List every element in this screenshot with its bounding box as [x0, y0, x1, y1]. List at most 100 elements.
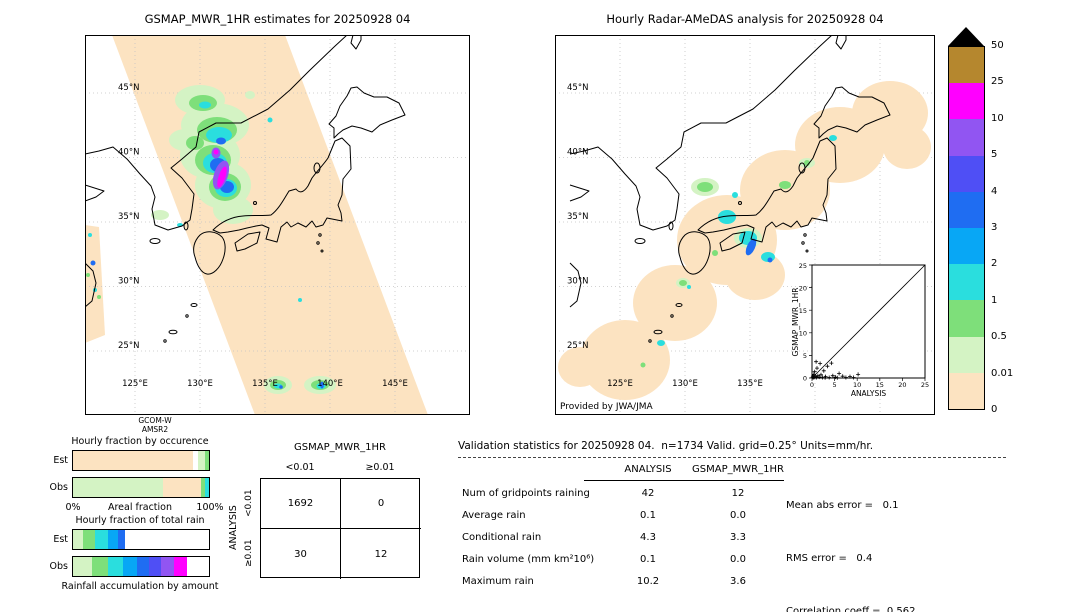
contingency-row-header-ge: ≥0.01 [244, 539, 254, 567]
svg-text:140°E: 140°E [317, 379, 343, 389]
areal-100: 100% [196, 502, 224, 513]
inset-tick-labels: 25 20 15 10 5 0 0 5 10 15 20 25 [799, 262, 929, 389]
colorbar-tick-label: 4 [991, 185, 998, 197]
colorbar-segment [949, 83, 984, 120]
credit-label: Provided by JWA/JMA [560, 402, 653, 412]
inset-xlabel: ANALYSIS [851, 389, 887, 398]
right-map-frame [555, 35, 935, 415]
bar-segment [82, 530, 95, 549]
bar-segment [149, 557, 162, 576]
est-label-2: Est [53, 534, 68, 545]
svg-text:125°E: 125°E [122, 379, 148, 389]
score-line: RMS error = 0.4 [786, 552, 873, 564]
svg-text:30°N: 30°N [118, 277, 139, 287]
score-list: Mean abs error = 0.1 RMS error = 0.4 Cor… [786, 462, 957, 612]
svg-text:45°N: 45°N [118, 83, 139, 93]
bar-segment [73, 557, 93, 576]
colorbar-tick-label: 0.01 [991, 367, 1014, 379]
svg-text:135°E: 135°E [252, 379, 278, 389]
svg-text:10: 10 [853, 381, 861, 389]
svg-text:25: 25 [799, 262, 807, 270]
contingency-grid: 1692 0 30 12 [260, 478, 421, 579]
total-rain-bar-obs [72, 556, 210, 577]
bar-segment [204, 478, 209, 497]
svg-text:0: 0 [803, 375, 807, 383]
svg-text:20: 20 [799, 285, 807, 293]
sensor-label: GCOM-W AMSR2 [138, 416, 172, 434]
colorbar-segment [949, 155, 984, 192]
svg-text:0: 0 [810, 381, 814, 389]
colorbar-segment [949, 336, 984, 373]
obs-label: Obs [49, 482, 68, 493]
right-map-geo-labels: 45°N 40°N 35°N 30°N 25°N 125°E 130°E 135… [567, 83, 763, 389]
colorbar-tick-label: 5 [991, 149, 998, 161]
contingency-cell: 12 [374, 548, 388, 560]
svg-text:25: 25 [921, 381, 929, 389]
validation-statistics: Validation statistics for 20250928 04. n… [458, 440, 1020, 612]
rainfall-accum-label: Rainfall accumulation by amount [61, 581, 219, 592]
areal-0: 0% [65, 502, 81, 513]
left-map-title: GSMAP_MWR_1HR estimates for 20250928 04 [144, 12, 411, 26]
left-map-gsmap: 45°N 40°N 35°N 30°N 25°N 125°E 130°E 135… [85, 35, 470, 415]
obs-label-2: Obs [49, 561, 68, 572]
svg-text:125°E: 125°E [607, 379, 633, 389]
colorbar-segment [949, 264, 984, 301]
bar-segment [200, 478, 205, 497]
analysis-rain-areas [558, 81, 931, 400]
inset-scatter-plot: 25 20 15 10 5 0 0 5 10 15 20 25 ANALYSIS… [791, 262, 929, 398]
col-header-gsmap: GSMAP_MWR_1HR [692, 464, 784, 475]
colorbar-tick-label: 10 [991, 112, 1004, 124]
scatter-points [810, 359, 861, 380]
svg-text:35°N: 35°N [567, 212, 588, 222]
svg-text:5: 5 [833, 381, 837, 389]
right-map-radar-amedas: 45°N 40°N 35°N 30°N 25°N 125°E 130°E 135… [555, 35, 935, 415]
colorbar-tick-label: 50 [991, 40, 1004, 51]
colorbar-tick-label: 1 [991, 294, 998, 306]
bar-segment [108, 530, 118, 549]
left-map-frame [85, 35, 470, 415]
colorbar-tick-label: 0 [991, 404, 998, 415]
svg-text:25°N: 25°N [118, 341, 139, 351]
score-line: Correlation coeff = 0.562 [786, 605, 916, 612]
colorbar-overflow-triangle [948, 27, 984, 46]
validation-row: Maximum rain 10.2 3.6 [462, 576, 746, 587]
colorbar-segment [949, 47, 984, 84]
svg-text:25°N: 25°N [567, 341, 588, 351]
colorbar-segment [949, 119, 984, 156]
contingency-cell: 0 [341, 479, 421, 529]
validation-header: Validation statistics for 20250928 04. n… [458, 440, 874, 452]
bar-segment [117, 530, 125, 549]
bar-segment [94, 530, 109, 549]
svg-text:35°N: 35°N [118, 212, 139, 222]
svg-text:30°N: 30°N [567, 277, 588, 287]
occurrence-title: Hourly fraction by occurence [71, 436, 209, 447]
colorbar-segment [949, 300, 984, 337]
colorbar-tick-label: 3 [991, 222, 998, 233]
svg-text:10: 10 [799, 330, 807, 338]
header-underline [584, 480, 784, 481]
contingency-col-header-lt: <0.01 [285, 462, 315, 473]
svg-text:5: 5 [803, 352, 807, 360]
validation-row: Rain volume (mm km²10⁶) 0.1 0.0 [462, 554, 746, 565]
svg-text:130°E: 130°E [672, 379, 698, 389]
validation-row: Num of gridpoints raining 42 12 [462, 488, 745, 499]
contingency-table: GSMAP_MWR_1HR <0.01 ≥0.01 ANALYSIS <0.01… [226, 440, 436, 600]
svg-text:45°N: 45°N [567, 83, 588, 93]
dashed-divider [458, 457, 1006, 458]
bar-segment [73, 478, 163, 497]
bar-segment [136, 557, 150, 576]
bar-segment [198, 451, 205, 470]
contingency-cell: 1692 [261, 479, 341, 529]
right-map-title: Hourly Radar-AMeDAS analysis for 2025092… [606, 12, 884, 26]
occurrence-bar-est [72, 450, 210, 471]
bar-segment [161, 557, 174, 576]
svg-text:15: 15 [799, 307, 807, 315]
colorbar-segment [949, 372, 984, 410]
colorbar-tick-label: 25 [991, 76, 1004, 88]
contingency-title: GSMAP_MWR_1HR [294, 442, 386, 453]
svg-text:145°E: 145°E [382, 379, 408, 389]
est-label: Est [53, 455, 68, 466]
colorbar-segment [949, 191, 984, 229]
validation-row: Average rain 0.1 0.0 [462, 510, 746, 521]
